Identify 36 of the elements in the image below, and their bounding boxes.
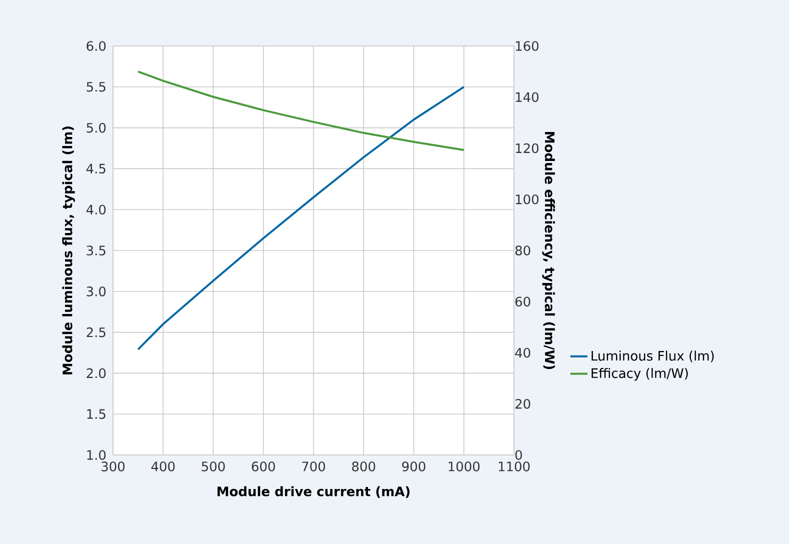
x-tick-label: 700: [302, 462, 326, 472]
y-tick-label: 6.0: [86, 41, 106, 51]
y2-tick-label: 0: [515, 450, 522, 460]
x-tick-label: 400: [151, 462, 175, 472]
legend-label: Efficacy (lm/W): [592, 368, 688, 381]
y-tick-label: 1.0: [87, 450, 106, 460]
line-series: [137, 86, 465, 350]
y-axis-title: Module luminous flux, typical (lm): [62, 126, 75, 374]
y-tick-label: 5.5: [86, 82, 106, 92]
x-tick-label: 600: [252, 462, 275, 472]
y-tick-label: 4.0: [86, 204, 106, 215]
line-series: [137, 70, 465, 152]
x-tick-label: 500: [202, 462, 225, 472]
legend-label: Luminous Flux (lm): [592, 350, 714, 362]
y-tick-label: 5.0: [86, 122, 106, 133]
y-tick-label: 3.5: [86, 246, 106, 256]
y-tick-label: 2.0: [86, 368, 106, 378]
y2-tick-label: 60: [515, 296, 530, 307]
x-axis-title: Module drive current (mA): [218, 486, 410, 498]
y-tick-label: 3.0: [86, 286, 106, 296]
y2-tick-label: 100: [516, 194, 538, 204]
x-tick-label: 1000: [448, 462, 480, 472]
x-tick-label: 800: [352, 462, 376, 472]
x-tick-label: 300: [102, 462, 125, 472]
y2-tick-label: 120: [516, 143, 538, 154]
y2-tick-label: 140: [516, 92, 538, 102]
y2-tick-label: 80: [515, 246, 530, 256]
x-tick-label: 1100: [498, 462, 530, 472]
y2-axis-title: Module efficiency, typical (lm/W): [542, 132, 555, 370]
y-tick-label: 2.5: [86, 327, 106, 338]
y2-tick-label: 40: [515, 348, 530, 358]
y2-tick-label: 160: [516, 41, 538, 51]
y2-tick-label: 20: [515, 398, 530, 409]
y-tick-label: 4.5: [86, 164, 106, 174]
y-tick-label: 1.5: [87, 409, 106, 419]
x-tick-label: 900: [402, 462, 426, 472]
